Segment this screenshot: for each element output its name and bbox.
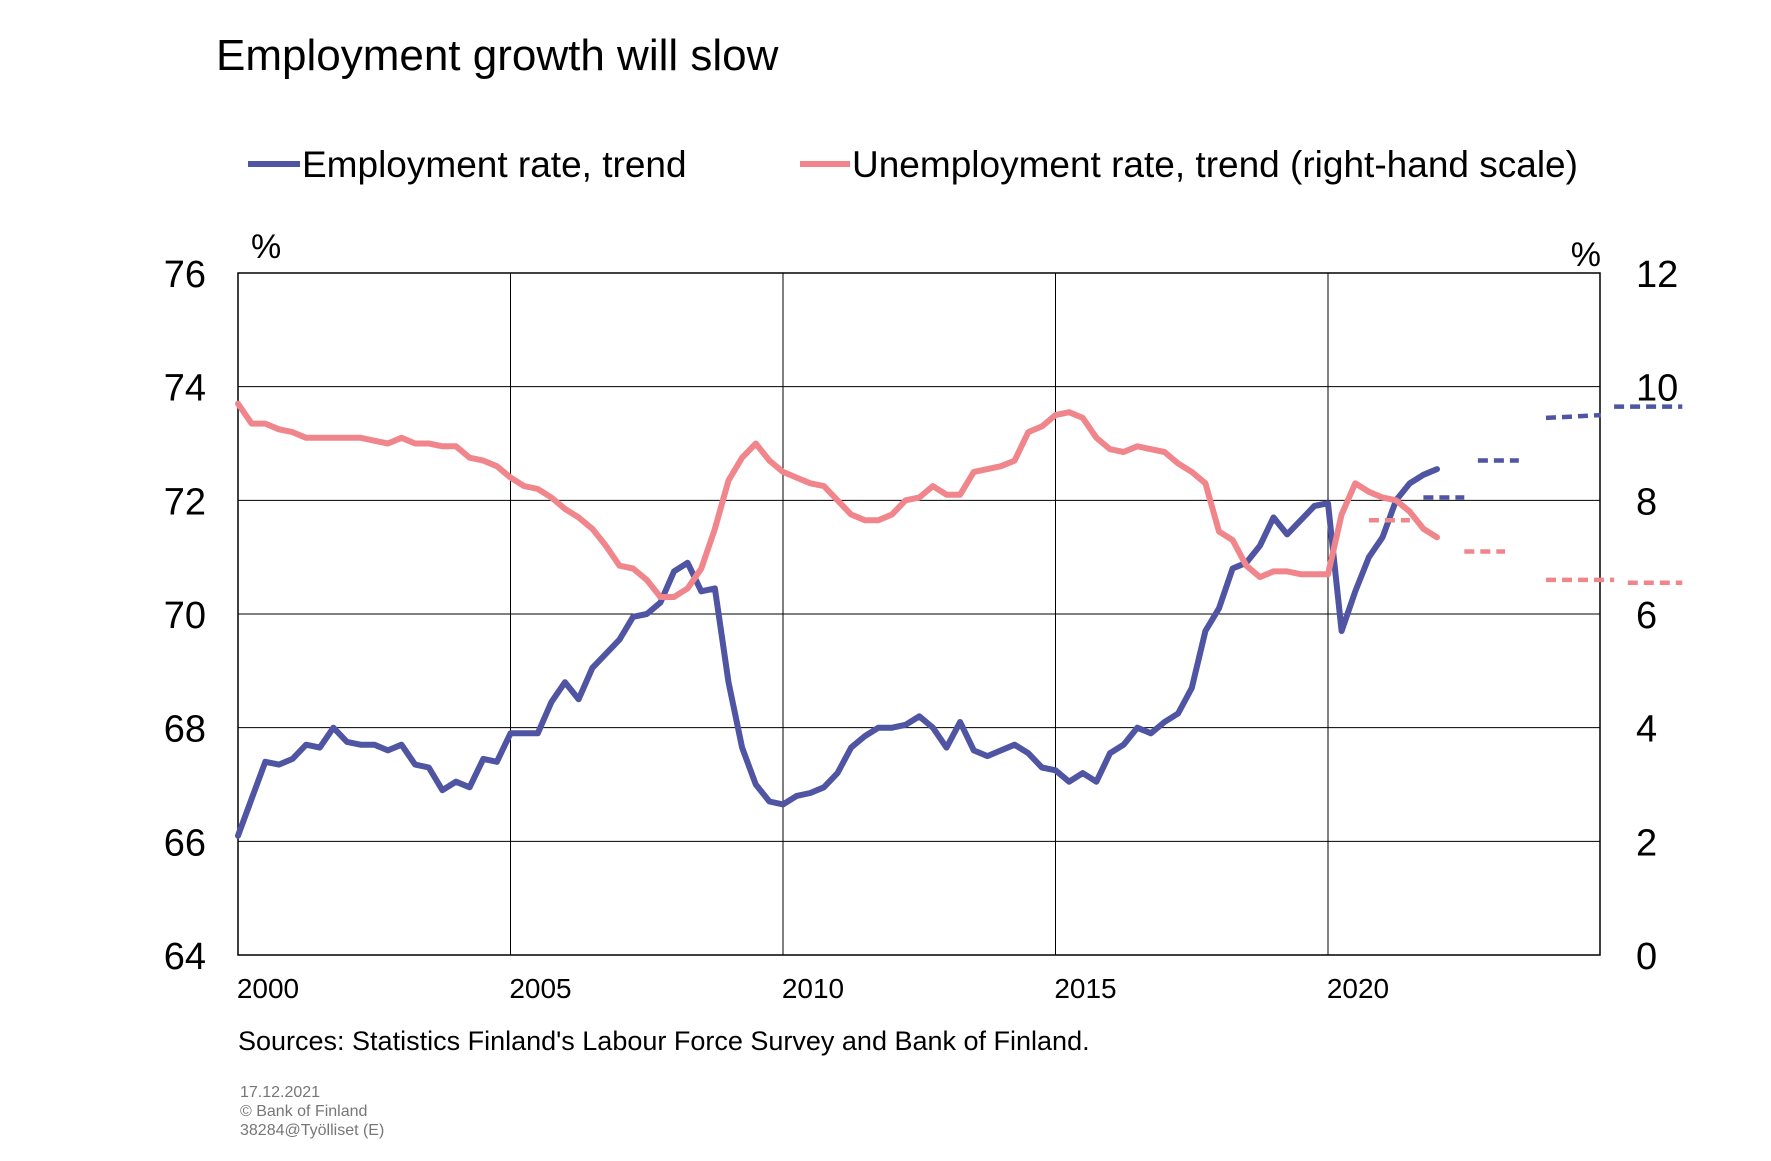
forecast-line-employment xyxy=(1545,412,1601,421)
x-tick-label: 2005 xyxy=(509,973,571,1004)
x-tick-label: 2015 xyxy=(1054,973,1116,1004)
y-tick-left: 64 xyxy=(164,936,206,978)
y-tick-left: 66 xyxy=(164,822,206,864)
y-tick-right: 4 xyxy=(1636,709,1657,751)
series-line-employment xyxy=(235,466,1440,839)
y-tick-right: 8 xyxy=(1636,481,1657,523)
footer-code: 38284@Työlliset (E) xyxy=(240,1122,384,1139)
y-tick-left: 70 xyxy=(164,595,206,637)
legend-label-unemployment: Unemployment rate, trend (right-hand sca… xyxy=(852,144,1578,185)
legend-label-employment: Employment rate, trend xyxy=(302,144,687,185)
x-tick-label: 2000 xyxy=(237,973,299,1004)
series-line-unemployment xyxy=(235,400,1440,600)
x-tick-label: 2010 xyxy=(782,973,844,1004)
footer-copyright: © Bank of Finland xyxy=(240,1103,367,1120)
y-tick-right: 0 xyxy=(1636,936,1657,978)
y-tick-right: 6 xyxy=(1636,595,1657,637)
plot-frame xyxy=(237,272,1601,956)
left-axis-unit: % xyxy=(251,228,281,266)
y-tick-left: 76 xyxy=(164,254,206,296)
y-tick-right: 10 xyxy=(1636,368,1678,410)
chart-title: Employment growth will slow xyxy=(216,31,779,80)
y-tick-right: 12 xyxy=(1636,254,1678,296)
y-tick-left: 72 xyxy=(164,481,206,523)
y-tick-left: 74 xyxy=(164,368,206,410)
footer-date: 17.12.2021 xyxy=(240,1084,320,1101)
y-tick-right: 2 xyxy=(1636,822,1657,864)
y-tick-left: 68 xyxy=(164,709,206,751)
sources-note: Sources: Statistics Finland's Labour For… xyxy=(238,1026,1090,1056)
x-tick-label: 2020 xyxy=(1327,973,1389,1004)
right-axis-unit: % xyxy=(1571,236,1601,274)
